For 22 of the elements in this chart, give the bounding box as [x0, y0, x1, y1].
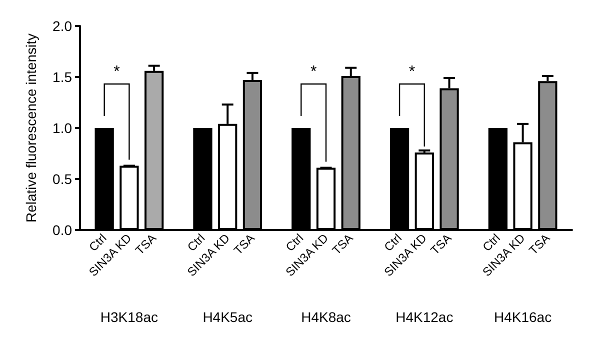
text: Ctrl [480, 231, 503, 254]
text: TSA [329, 231, 356, 258]
text: TSA [231, 231, 258, 258]
annotation: * [408, 64, 416, 80]
y-tick-label: 1.0 [52, 120, 72, 136]
y-axis-title: Relative fluorescence intensity [23, 33, 39, 223]
x-tick-label: H4K5ac [202, 309, 253, 325]
y-tick-label: 0.5 [52, 171, 72, 187]
x-tick-label: H3K18ac [100, 309, 158, 325]
annotation: * [114, 64, 120, 80]
text: TSA [132, 231, 160, 258]
text: Ctrl [381, 231, 404, 254]
text: TSA [526, 231, 553, 258]
y-tick-label: 2.0 [52, 18, 72, 34]
y-tick-label: 0.0 [52, 222, 72, 238]
x-tick-label: H4K16ac [494, 309, 552, 325]
x-tick-label: H4K8ac [301, 309, 351, 325]
text: Ctrl [86, 231, 110, 254]
y-tick-label: 1.5 [52, 69, 72, 85]
annotation: * [310, 64, 317, 80]
text: TSA [428, 231, 454, 258]
x-tick-label: H4K12ac [396, 309, 454, 325]
